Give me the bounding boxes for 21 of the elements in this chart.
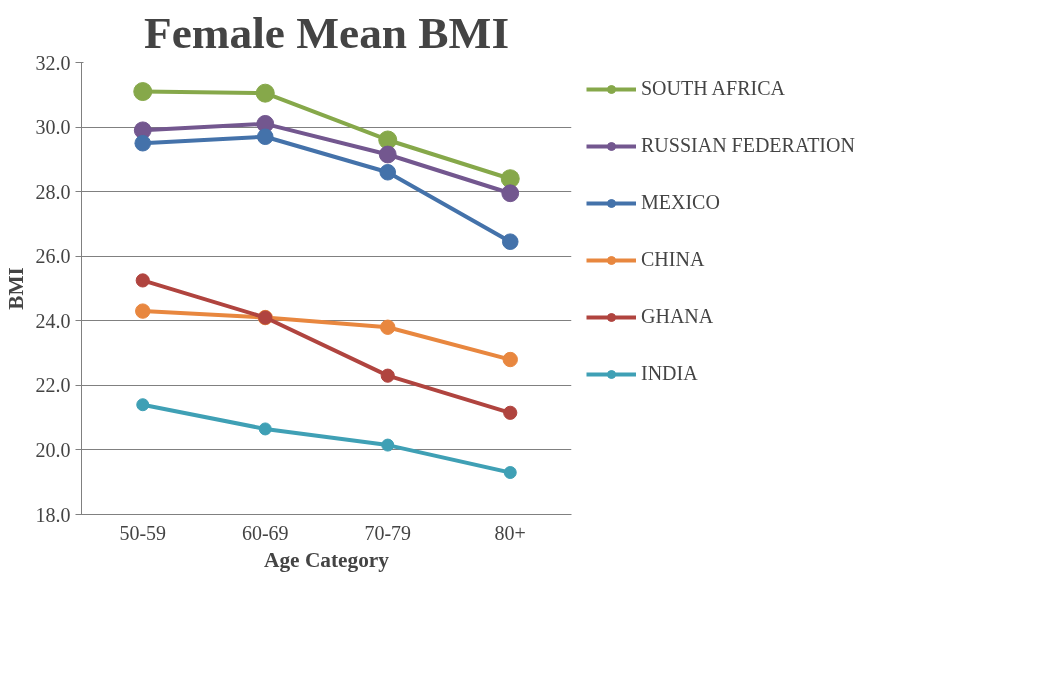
y-tick-label: 28.0: [35, 180, 71, 203]
legend-label: SOUTH AFRICA: [641, 77, 785, 100]
legend-label: GHANA: [641, 305, 714, 328]
y-axis-title: BMI: [3, 267, 28, 310]
y-tick-label: 32.0: [35, 51, 71, 74]
legend-label: RUSSIAN FEDERATION: [641, 134, 855, 157]
x-axis-title: Age Category: [264, 547, 390, 572]
x-tick-label: 60-69: [241, 521, 289, 544]
x-tick-label: 50-59: [119, 521, 167, 544]
y-tick-label: 24.0: [35, 309, 71, 332]
legend-label: CHINA: [641, 248, 705, 271]
x-tick-label: 70-79: [364, 521, 412, 544]
y-tick-label: 30.0: [35, 116, 71, 139]
chart-title: Female Mean BMI: [143, 7, 510, 58]
y-tick-label: 22.0: [35, 374, 71, 397]
legend-label: INDIA: [641, 362, 698, 385]
y-tick-label: 18.0: [35, 503, 71, 526]
x-tick-label: 80+: [494, 521, 526, 544]
y-tick-label: 20.0: [35, 438, 71, 461]
legend-label: MEXICO: [641, 191, 720, 214]
y-tick-label: 26.0: [35, 245, 71, 268]
